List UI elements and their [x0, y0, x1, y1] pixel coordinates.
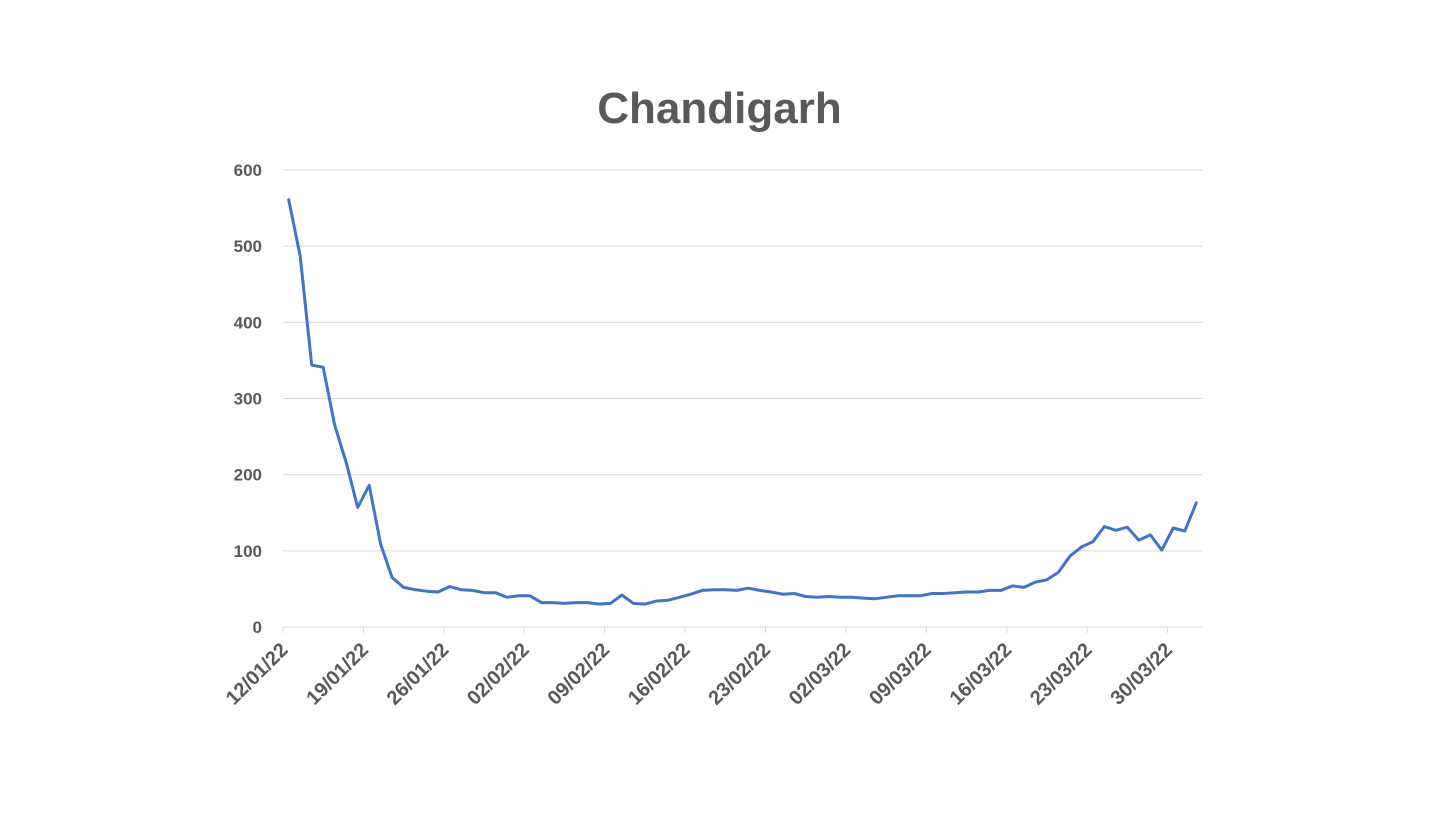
- x-tick-label: 23/02/22: [704, 639, 775, 710]
- x-tick-label: 16/03/22: [946, 639, 1017, 710]
- x-tick-label: 02/03/22: [785, 639, 856, 710]
- y-tick-label: 600: [234, 161, 262, 180]
- y-tick-label: 500: [234, 237, 262, 256]
- chart-title: Chandigarh: [597, 84, 842, 133]
- y-tick-label: 0: [253, 618, 262, 637]
- x-tick-label: 02/02/22: [463, 639, 534, 710]
- x-tick-label: 16/02/22: [624, 639, 695, 710]
- x-tick-label: 19/01/22: [302, 639, 373, 710]
- x-tick-label: 12/01/22: [222, 639, 293, 710]
- y-tick-label: 300: [234, 390, 262, 409]
- x-tick-label: 23/03/22: [1026, 639, 1097, 710]
- x-tick-label: 26/01/22: [383, 639, 454, 710]
- y-tick-label: 100: [234, 542, 262, 561]
- x-tick-label: 30/03/22: [1106, 639, 1177, 710]
- x-tick-label: 09/03/22: [865, 639, 936, 710]
- series-line: [287, 198, 1198, 606]
- x-tick-label: 09/02/22: [544, 639, 615, 710]
- y-tick-label: 400: [234, 313, 262, 332]
- y-tick-label: 200: [234, 466, 262, 485]
